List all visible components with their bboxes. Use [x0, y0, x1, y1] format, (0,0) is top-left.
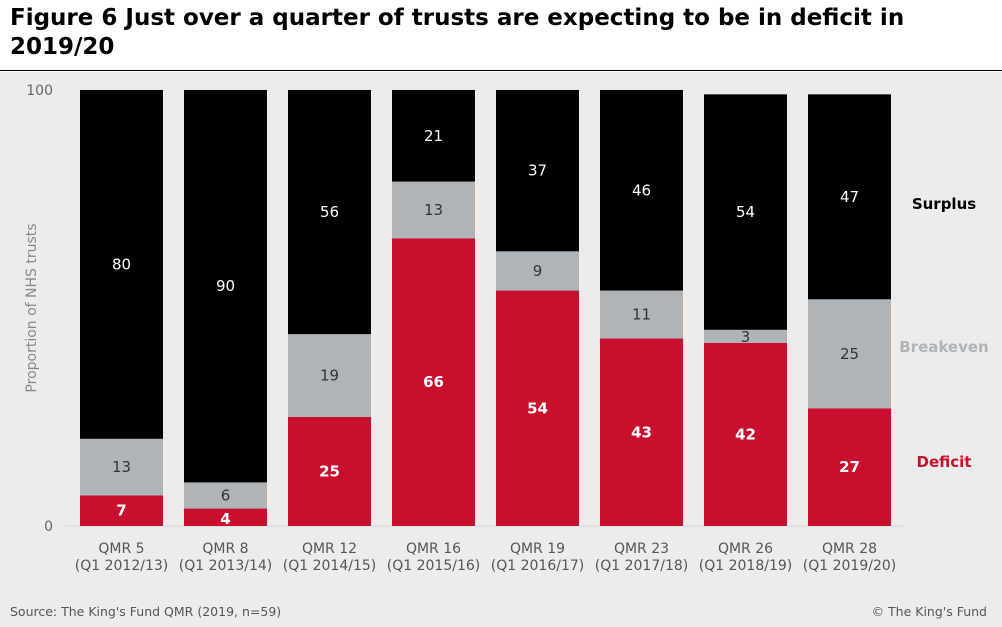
- page-title: Figure 6 Just over a quarter of trusts a…: [10, 5, 905, 60]
- bar-segment-breakeven: [392, 181, 475, 239]
- bar-segment-surplus: [184, 90, 267, 483]
- data-label-surplus: 37: [528, 162, 547, 180]
- x-tick-label: (Q1 2019/20): [803, 558, 896, 574]
- bar-segment-surplus: [80, 90, 163, 439]
- bar-segment-surplus: [600, 90, 683, 291]
- x-tick-label: (Q1 2016/17): [491, 558, 584, 574]
- bar-segment-deficit: [184, 508, 267, 526]
- data-label-deficit: 7: [116, 502, 126, 520]
- x-tick-label: QMR 8: [202, 541, 248, 557]
- y-tick-label: 100: [26, 83, 53, 99]
- data-label-surplus: 80: [112, 255, 131, 273]
- data-label-surplus: 90: [216, 277, 235, 295]
- x-tick-label: (Q1 2017/18): [595, 558, 688, 574]
- data-label-breakeven: 9: [533, 262, 543, 280]
- data-label-deficit: 42: [735, 425, 756, 443]
- x-tick-label: (Q1 2013/14): [179, 558, 272, 574]
- bar-segment-deficit: [392, 238, 475, 527]
- copyright-note: © The King's Fund: [871, 604, 987, 619]
- bar-segment-deficit: [80, 495, 163, 526]
- bar-segment-deficit: [600, 338, 683, 526]
- y-tick-label: 0: [44, 519, 53, 535]
- bar-segment-breakeven: [184, 482, 267, 509]
- data-label-breakeven: 6: [221, 486, 231, 504]
- data-label-breakeven: 3: [741, 328, 751, 346]
- title-divider: [0, 70, 1002, 71]
- legend-label-breakeven: Breakeven: [899, 338, 989, 356]
- source-note: Source: The King's Fund QMR (2019, n=59): [10, 604, 282, 619]
- bar-segment-deficit: [808, 408, 891, 526]
- bar-segment-deficit: [496, 290, 579, 526]
- bar-segment-surplus: [288, 90, 371, 335]
- data-label-deficit: 54: [527, 399, 548, 417]
- x-tick-label: QMR 12: [302, 541, 357, 557]
- data-label-breakeven: 13: [424, 201, 443, 219]
- bar-segment-deficit: [704, 342, 787, 526]
- data-label-breakeven: 19: [320, 367, 339, 385]
- bar-segment-breakeven: [704, 329, 787, 343]
- legend-label-deficit: Deficit: [917, 453, 972, 471]
- x-tick-label: (Q1 2018/19): [699, 558, 792, 574]
- data-label-breakeven: 11: [632, 306, 651, 324]
- bar-segment-breakeven: [80, 438, 163, 496]
- bar-segment-deficit: [288, 417, 371, 526]
- y-axis-label: Proportion of NHS trusts: [24, 223, 40, 392]
- bar-segment-surplus: [392, 90, 475, 182]
- data-label-surplus: 56: [320, 203, 339, 221]
- data-label-deficit: 66: [423, 373, 444, 391]
- data-label-deficit: 43: [631, 423, 652, 441]
- data-label-breakeven: 25: [840, 345, 859, 363]
- bar-segment-surplus: [496, 90, 579, 252]
- bar-segment-surplus: [704, 94, 787, 330]
- x-tick-label: QMR 19: [510, 541, 565, 557]
- x-tick-label: QMR 26: [718, 541, 773, 557]
- bar-segment-breakeven: [288, 334, 371, 417]
- x-tick-label: (Q1 2012/13): [75, 558, 168, 574]
- data-label-surplus: 54: [736, 203, 755, 221]
- data-label-surplus: 21: [424, 127, 443, 145]
- data-label-deficit: 27: [839, 458, 860, 476]
- data-label-deficit: 4: [220, 510, 230, 528]
- x-tick-label: (Q1 2015/16): [387, 558, 480, 574]
- x-tick-label: QMR 16: [406, 541, 461, 557]
- bar-segment-breakeven: [600, 290, 683, 339]
- x-tick-label: QMR 28: [822, 541, 877, 557]
- data-label-surplus: 47: [840, 188, 859, 206]
- legend-label-surplus: Surplus: [912, 195, 976, 213]
- bar-segment-surplus: [808, 94, 891, 300]
- x-tick-label: QMR 5: [98, 541, 144, 557]
- bar-segment-breakeven: [808, 299, 891, 409]
- x-tick-label: QMR 23: [614, 541, 669, 557]
- data-label-surplus: 46: [632, 181, 651, 199]
- data-label-deficit: 25: [319, 463, 340, 481]
- bar-segment-breakeven: [496, 251, 579, 291]
- x-tick-label: (Q1 2014/15): [283, 558, 376, 574]
- data-label-breakeven: 13: [112, 458, 131, 476]
